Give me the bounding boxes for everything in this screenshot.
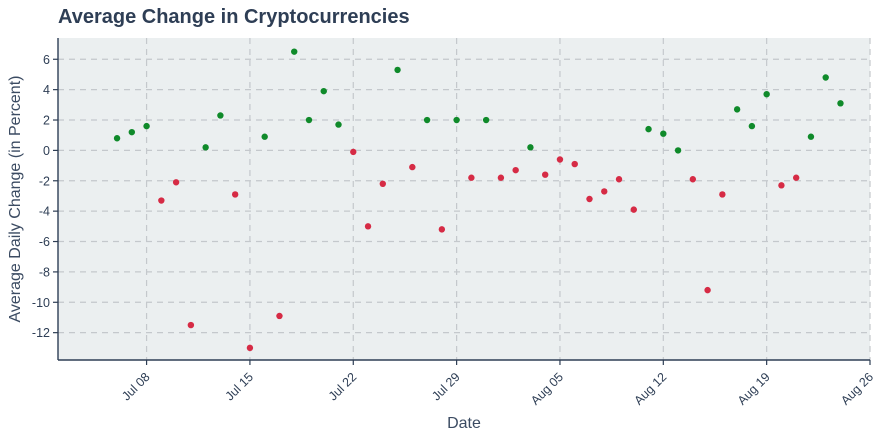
x-tick-label: Aug 26 [838,370,876,408]
data-point [364,223,372,230]
data-point [202,144,209,151]
data-point [128,128,136,136]
data-point [468,174,475,181]
y-tick-label: -2 [39,174,50,188]
x-tick-label: Jul 29 [429,370,463,404]
plot-area [58,38,870,360]
data-point [231,191,239,198]
y-tick-label: 2 [43,114,50,128]
data-point [187,321,195,329]
data-point [497,174,505,181]
y-tick-label: -6 [39,235,50,249]
data-point [246,344,254,352]
data-point [482,116,490,124]
data-point [172,179,180,186]
data-point [748,122,756,130]
x-tick-label: Jul 22 [326,370,360,404]
y-tick-label: 0 [43,144,50,158]
x-tick-label: Aug 19 [735,370,773,408]
data-point [837,100,844,107]
data-point [335,121,342,128]
data-point [217,112,224,119]
x-axis-title: Date [447,415,481,432]
data-point [660,130,667,137]
data-point [261,133,268,140]
x-axis-ticks: Jul 08 Jul 15 Jul 22 Jul 29 Aug 05 Aug 12 Aug … [119,360,876,408]
data-point [350,148,357,156]
data-point [512,166,519,174]
axes [57,38,870,361]
y-tick-label: -10 [32,296,50,310]
y-tick-label: -12 [32,326,50,340]
chart-title: Average Change in Cryptocurrencies [58,6,410,28]
y-axis-title: Average Daily Change (in Percent) [7,76,24,323]
y-tick-label: -8 [39,265,50,279]
gridlines [58,38,871,360]
data-point [542,171,549,178]
x-tick-label: Jul 08 [119,370,153,404]
data-point [423,116,431,124]
y-axis-ticks: 6 4 2 0 -2 -4 -6 -8 -10 -12 [32,53,58,340]
data-point [586,195,593,203]
data-point [453,116,460,124]
data-points [113,48,844,352]
data-point [615,176,623,183]
data-point [630,206,637,213]
data-point [601,188,608,195]
data-point [778,182,785,189]
data-point [379,180,386,188]
x-tick-label: Jul 15 [223,370,257,404]
data-point [763,90,770,98]
data-point [689,176,697,183]
data-point [409,163,416,171]
data-point [556,156,564,163]
data-point [674,147,682,154]
data-point [394,66,401,74]
data-point [113,135,121,142]
y-tick-label: 4 [43,83,50,97]
data-point [320,87,327,95]
data-point [291,48,298,55]
data-point [158,197,165,204]
data-point [704,286,711,294]
data-point [645,125,652,133]
data-point [276,312,283,320]
y-tick-label: 6 [43,53,50,67]
data-point [571,160,578,168]
y-tick-label: -4 [39,205,50,219]
data-point [807,133,815,140]
data-point [527,144,534,151]
data-point [733,106,741,113]
x-tick-label: Aug 05 [528,370,566,408]
data-point [792,174,800,181]
data-point [305,116,313,124]
data-point [143,122,150,130]
data-point [719,191,726,198]
data-point [822,74,829,81]
data-point [438,226,446,233]
x-tick-label: Aug 12 [632,370,670,408]
